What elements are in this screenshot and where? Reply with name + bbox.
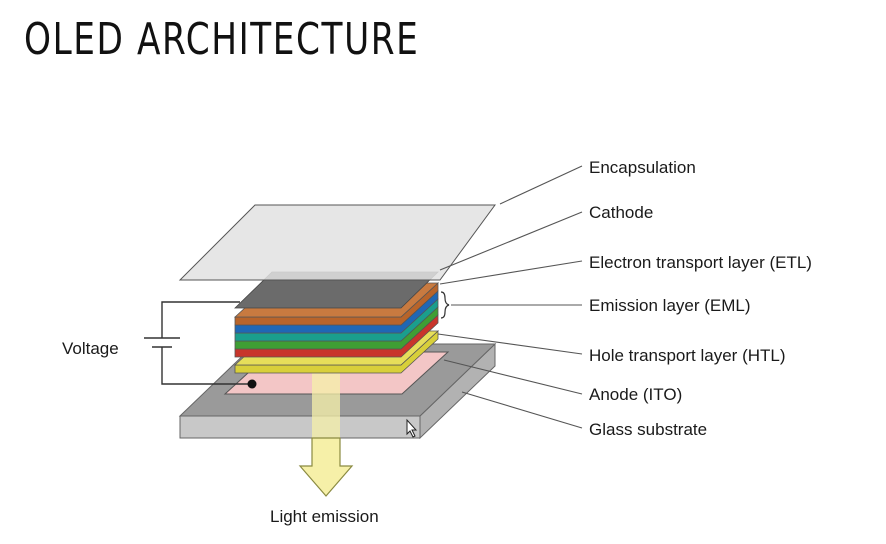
label-cathode: Cathode <box>589 203 653 222</box>
label-anode: Anode (ITO) <box>589 385 682 404</box>
label-htl: Hole transport layer (HTL) <box>589 346 786 365</box>
label-etl: Electron transport layer (ETL) <box>589 253 812 272</box>
label-voltage: Voltage <box>62 339 119 358</box>
eml-brace <box>440 291 450 319</box>
label-glass-substrate: Glass substrate <box>589 420 707 439</box>
encapsulation-layer <box>178 204 496 281</box>
slide-title: OLED ARCHITECTURE <box>24 14 420 65</box>
label-eml: Emission layer (EML) <box>589 296 751 315</box>
mouse-cursor-icon <box>406 418 418 438</box>
light-emission-arrow <box>298 368 354 497</box>
label-encapsulation: Encapsulation <box>589 158 696 177</box>
organic-stack <box>233 271 440 374</box>
label-light-emission: Light emission <box>270 507 379 526</box>
voltage-circuit <box>144 301 257 389</box>
